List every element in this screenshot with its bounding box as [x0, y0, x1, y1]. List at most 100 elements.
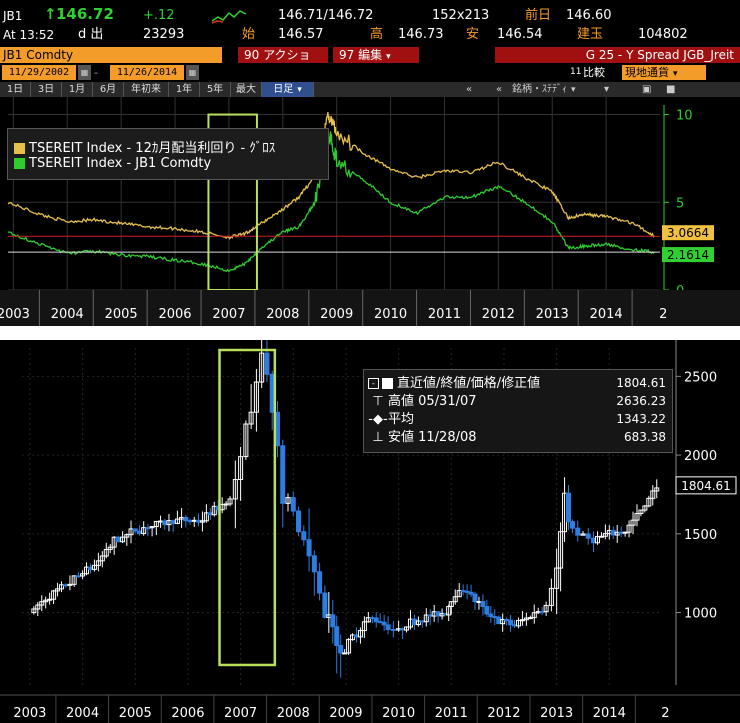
candle-body	[373, 617, 379, 623]
chevron-down-icon: ▾	[297, 85, 302, 95]
last-value-label: 1804.61	[681, 479, 731, 493]
candle-body	[446, 605, 452, 616]
tab-1m[interactable]: 1月	[62, 82, 93, 97]
tab-6m[interactable]: 6月	[93, 82, 124, 97]
last-value-label: 3.0664	[667, 226, 709, 240]
candle-body	[191, 519, 197, 522]
series-line	[7, 112, 655, 240]
candle-body	[338, 645, 344, 654]
currency-select[interactable]: 現地通貨 ▾	[622, 65, 706, 80]
tab-1d[interactable]: 1日	[0, 82, 31, 97]
candle-body	[400, 628, 406, 631]
actions-menu[interactable]: 90 アクション▾	[238, 47, 328, 78]
x-tick-label: 2008	[266, 307, 299, 322]
candle-body	[642, 505, 648, 511]
candle-body	[330, 614, 336, 628]
prev-close-label: 前日	[525, 8, 552, 23]
expand-icon[interactable]: ▣	[642, 84, 652, 95]
candle-body	[91, 564, 97, 570]
candle-body	[452, 596, 458, 603]
candle-body	[95, 560, 101, 566]
candle-body	[311, 555, 317, 573]
x-tick-label: 2008	[277, 706, 310, 721]
tab-daily[interactable]: 日足 ▾	[262, 82, 314, 97]
chevron-down-icon: ▾	[386, 52, 391, 62]
candle-body	[618, 531, 624, 534]
calendar-icon[interactable]: ▦	[78, 65, 91, 80]
candle-body	[227, 498, 233, 505]
legend-row-high: ⊤ 高値 05/31/07	[368, 394, 476, 409]
candle-body	[591, 537, 597, 544]
x-tick-label: 2011	[435, 706, 468, 721]
candle-body	[187, 520, 193, 523]
tools-menu[interactable]: 銘柄・ｽﾃﾃﾞｨ ▾	[512, 82, 576, 98]
legend-value-high: 2636.23	[616, 394, 666, 408]
legend-value-low: 683.38	[624, 430, 666, 444]
start-date-field[interactable]: 11/29/2002	[2, 65, 76, 80]
legend-row-last: - 直近値/終値/価格/修正値	[368, 376, 540, 391]
candle-body	[527, 617, 533, 620]
candle-body	[472, 593, 478, 603]
candle-body	[622, 531, 628, 534]
candle-body	[195, 519, 201, 523]
x-tick-label: 2013	[540, 706, 573, 721]
candle-body	[158, 520, 164, 523]
x-tick-label: 2012	[482, 307, 515, 322]
ticker: JB1	[3, 9, 23, 23]
date-range-bar	[0, 64, 740, 81]
last-value-tag	[675, 476, 737, 495]
candle-body	[149, 526, 155, 529]
candle-body	[480, 600, 486, 608]
x-tick-label: 2007	[224, 706, 257, 721]
bid-ask-size: 152x213	[432, 8, 490, 23]
tab-daily-label: 日足	[273, 84, 294, 95]
edit-menu[interactable]: 97 編集 ▾	[333, 47, 419, 63]
high-label: 高	[370, 27, 384, 42]
candle-body	[531, 612, 537, 619]
tab-5y[interactable]: 5年	[200, 82, 231, 97]
y-tick-label: 1500	[684, 528, 717, 543]
tab-ytd[interactable]: 年初来	[124, 82, 169, 97]
candle-body	[141, 527, 147, 534]
compare-prefix: 11	[570, 67, 582, 77]
candle-body	[381, 621, 387, 626]
candle-body	[566, 492, 572, 523]
legend-label-last: 直近値/終値/価格/修正値	[397, 376, 541, 391]
compare-button[interactable]: 比較	[583, 66, 605, 79]
panel-divider	[0, 326, 740, 340]
tab-3d[interactable]: 3日	[31, 82, 62, 97]
bid-ask: 146.71/146.72	[278, 8, 374, 23]
tools-label: 銘柄・ｽﾃﾃﾞｨ	[512, 84, 567, 95]
last-value-tag	[662, 225, 714, 241]
candle-body	[87, 566, 93, 570]
candle-body	[492, 616, 498, 619]
collapse-icon[interactable]: -	[368, 378, 379, 389]
candle-body	[554, 567, 560, 589]
security-field[interactable]: JB1 Comdty	[0, 47, 222, 63]
tab-max[interactable]: 最大	[231, 82, 262, 97]
scroll-left-button[interactable]: «	[466, 84, 473, 95]
x-tick-label: 2011	[428, 307, 461, 322]
candle-body	[385, 624, 391, 630]
candle-body	[646, 497, 652, 507]
currency-label: 現地通貨	[625, 66, 669, 79]
tab-1y[interactable]: 1年	[169, 82, 200, 97]
low-label: 安	[466, 27, 480, 42]
volume-label: d 出	[78, 27, 104, 42]
legend-item: TSEREIT Index - JB1 Comdty	[14, 156, 211, 171]
candle-body	[342, 652, 348, 655]
settings-icon[interactable]: ▾	[604, 84, 610, 95]
calendar-icon[interactable]: ▦	[186, 65, 199, 80]
candle-body	[296, 510, 302, 533]
candle-body	[162, 520, 168, 526]
close-icon[interactable]: ■	[666, 84, 676, 95]
candle-body	[515, 619, 521, 627]
candle-body	[238, 456, 244, 480]
candle-body	[365, 617, 371, 623]
end-date-field[interactable]: 11/26/2014	[110, 65, 184, 80]
candle-body	[259, 352, 265, 383]
candle-body	[496, 616, 502, 625]
quote-time: At 13:52	[3, 28, 55, 42]
prev-close: 146.60	[566, 8, 612, 23]
scroll-left-button-2[interactable]: «	[496, 84, 503, 95]
